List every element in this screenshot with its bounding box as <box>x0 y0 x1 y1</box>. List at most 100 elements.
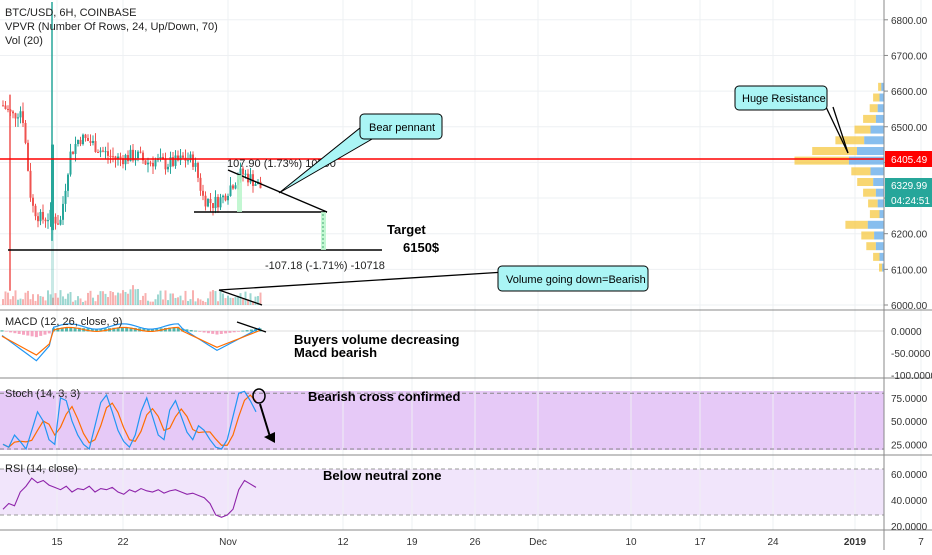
macd-histogram-bar <box>237 331 240 332</box>
symbol-title[interactable]: BTC/USD, 6H, COINBASE <box>5 7 136 19</box>
macd-histogram-bar <box>47 331 51 334</box>
candle-body <box>94 141 97 153</box>
macd-histogram-bar <box>34 331 38 338</box>
volume-bar <box>132 285 134 305</box>
volume-note-callout[interactable] <box>497 265 649 292</box>
macd-histogram-bar <box>228 331 232 333</box>
volume-legend[interactable]: Vol (20) <box>5 35 43 47</box>
volume-bar <box>239 293 242 305</box>
volume-trend-line-2[interactable] <box>218 271 506 291</box>
macd-legend[interactable]: MACD (12, 26, close, 9) <box>5 316 122 328</box>
vpvr-down-row <box>868 199 878 208</box>
volume-bar <box>222 293 224 305</box>
candle-body <box>12 111 14 114</box>
vpvr-legend[interactable]: VPVR (Number Of Rows, 24, Up/Down, 70) <box>5 21 218 33</box>
volume-bar <box>234 297 237 305</box>
candle-body <box>119 156 122 159</box>
macd-histogram-bar <box>206 331 210 334</box>
volume-bar <box>69 292 72 305</box>
vpvr-up-row <box>870 125 884 134</box>
candle-body <box>39 211 42 222</box>
volume-bar <box>179 295 182 305</box>
volume-trend-line-1[interactable] <box>218 289 263 306</box>
candle-body <box>259 181 262 189</box>
bear-pennant-callout[interactable] <box>359 113 443 140</box>
volume-bar <box>89 290 92 305</box>
stoch-tick-label: 75.0000 <box>891 394 928 405</box>
volume-bar <box>204 301 207 305</box>
macd-histogram-bar <box>155 328 159 332</box>
volume-bar <box>74 300 77 305</box>
time-tick-label: 12 <box>337 537 349 548</box>
volume-bar <box>207 298 209 305</box>
stoch-d-line <box>2 394 257 448</box>
volume-bar <box>149 301 152 305</box>
volume-note-text: Volume going down=Bearish <box>506 274 646 286</box>
volume-bar <box>119 293 122 305</box>
volume-profile <box>794 82 884 272</box>
stoch-indicator <box>0 390 884 451</box>
rsi-note: Below neutral zone <box>323 468 441 483</box>
candle-body <box>14 113 17 119</box>
volume-bar <box>232 298 234 305</box>
resistance-pointer-2 <box>832 106 849 154</box>
vpvr-down-row <box>869 104 878 113</box>
candle-body <box>174 155 177 166</box>
volume-bar <box>144 293 147 305</box>
time-tick-label: 7 <box>918 537 924 548</box>
volume-bar <box>184 290 187 305</box>
candle-body <box>72 151 74 154</box>
bearish-cross-circle <box>252 388 266 404</box>
volume-bar <box>217 301 219 305</box>
macd-histogram-bar <box>224 331 228 334</box>
price-tick-label: 6000.00 <box>891 301 928 312</box>
time-axis[interactable]: 15 22 Nov 12 19 26 Dec 10 17 24 2019 7 <box>51 537 924 548</box>
volume-bar <box>49 294 52 305</box>
volume-bar <box>194 301 197 305</box>
pennant-upper-line[interactable] <box>227 169 328 213</box>
candle-body <box>29 170 32 198</box>
candle-body <box>57 223 59 225</box>
volume-bar <box>159 290 162 305</box>
huge-resistance-callout[interactable] <box>734 85 828 111</box>
bearish-cross-arrowhead <box>264 432 275 443</box>
candle-body <box>232 185 234 189</box>
rsi-legend[interactable]: RSI (14, close) <box>5 463 78 475</box>
volume-bar <box>22 299 24 305</box>
macd-trend-line[interactable] <box>236 321 267 333</box>
stoch-note: Bearish cross confirmed <box>308 389 461 404</box>
candle-body <box>214 196 217 209</box>
macd-histogram-bar <box>73 327 77 332</box>
vpvr-down-row <box>863 114 876 123</box>
vpvr-up-row <box>848 156 884 165</box>
volume-bar <box>17 299 19 305</box>
candle-body <box>222 195 224 198</box>
stoch-legend[interactable]: Stoch (14, 3, 3) <box>5 388 80 400</box>
volume-bar <box>192 290 194 305</box>
volume-bar <box>42 296 44 305</box>
volume-bar <box>84 300 87 305</box>
vpvr-down-row <box>794 156 849 165</box>
stoch-k-line <box>2 390 257 451</box>
spike-candle-body <box>51 144 54 231</box>
macd-histogram-bar <box>65 327 68 332</box>
macd-histogram-bar <box>194 330 197 332</box>
time-tick-label: Nov <box>219 537 237 548</box>
candle-body <box>154 160 157 167</box>
volume-bar <box>112 292 114 305</box>
rsi-band <box>0 469 884 515</box>
volume-bar <box>247 299 249 305</box>
volume-bar <box>142 295 144 305</box>
macd-note-2: Macd bearish <box>294 345 377 360</box>
candle-body <box>19 111 22 118</box>
volume-bar <box>164 290 167 305</box>
volume-bar <box>259 292 262 305</box>
candle-body <box>34 205 37 217</box>
countdown-tag <box>885 193 932 207</box>
vpvr-up-row <box>875 114 884 123</box>
volume-bar <box>122 290 124 305</box>
candle-body <box>189 154 192 161</box>
volume-bar <box>157 294 159 305</box>
